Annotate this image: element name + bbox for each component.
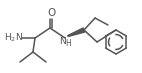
Text: N: N [60,38,66,47]
Text: H$_2$N: H$_2$N [4,32,23,44]
Polygon shape [68,28,85,36]
Text: O: O [47,8,55,18]
Text: H: H [65,38,71,48]
